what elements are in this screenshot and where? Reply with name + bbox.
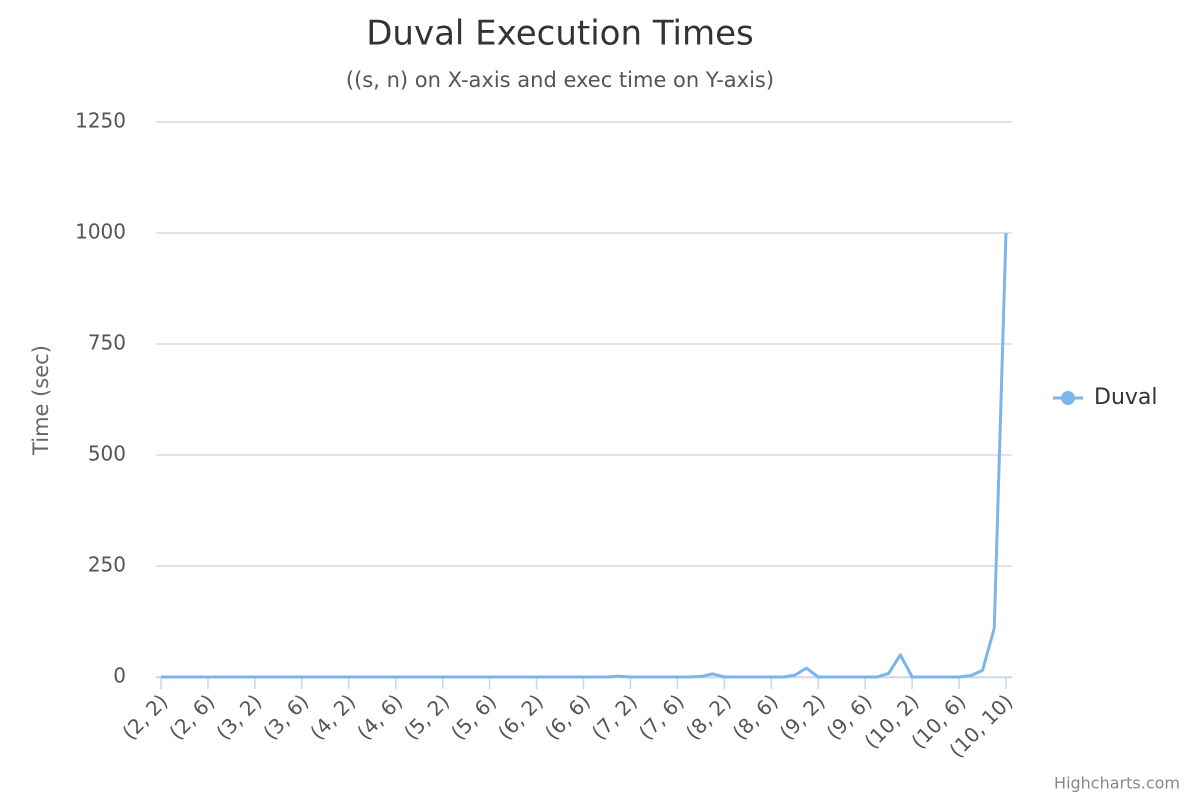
x-tick-label: (8, 6)	[728, 689, 783, 744]
x-tick-label: (5, 6)	[446, 689, 501, 744]
x-tick-label: (2, 2)	[117, 689, 172, 744]
line-series	[161, 232, 1008, 679]
x-tick-label: (5, 2)	[399, 689, 454, 744]
y-tick-label: 250	[88, 553, 126, 577]
x-tick-label: (4, 6)	[352, 689, 407, 744]
y-tick-label: 0	[113, 664, 126, 688]
x-tick-label: (6, 2)	[493, 689, 548, 744]
x-tick-label: (8, 2)	[681, 689, 736, 744]
x-tick-label: (3, 2)	[211, 689, 266, 744]
x-tick-label: (6, 6)	[540, 689, 595, 744]
y-tick-label: 500	[88, 442, 126, 466]
x-tick-label: (7, 6)	[634, 689, 689, 744]
x-tick-label: (9, 2)	[775, 689, 830, 744]
y-tick-label: 1000	[75, 220, 126, 244]
y-tick-label: 750	[88, 331, 126, 355]
x-tick-label: (2, 6)	[164, 689, 219, 744]
chart-subtitle: ((s, n) on X-axis and exec time on Y-axi…	[346, 68, 774, 92]
legend-label: Duval	[1094, 385, 1158, 410]
chart-title: Duval Execution Times	[366, 14, 754, 54]
legend-symbol	[1061, 391, 1075, 405]
x-tick-label: (3, 6)	[258, 689, 313, 744]
credit: Highcharts.com	[1054, 774, 1180, 793]
y-axis-title: Time (sec)	[29, 345, 53, 456]
x-tick-label: (7, 2)	[587, 689, 642, 744]
y-tick-label: 1250	[75, 109, 126, 133]
x-tick-label: (4, 2)	[305, 689, 360, 744]
